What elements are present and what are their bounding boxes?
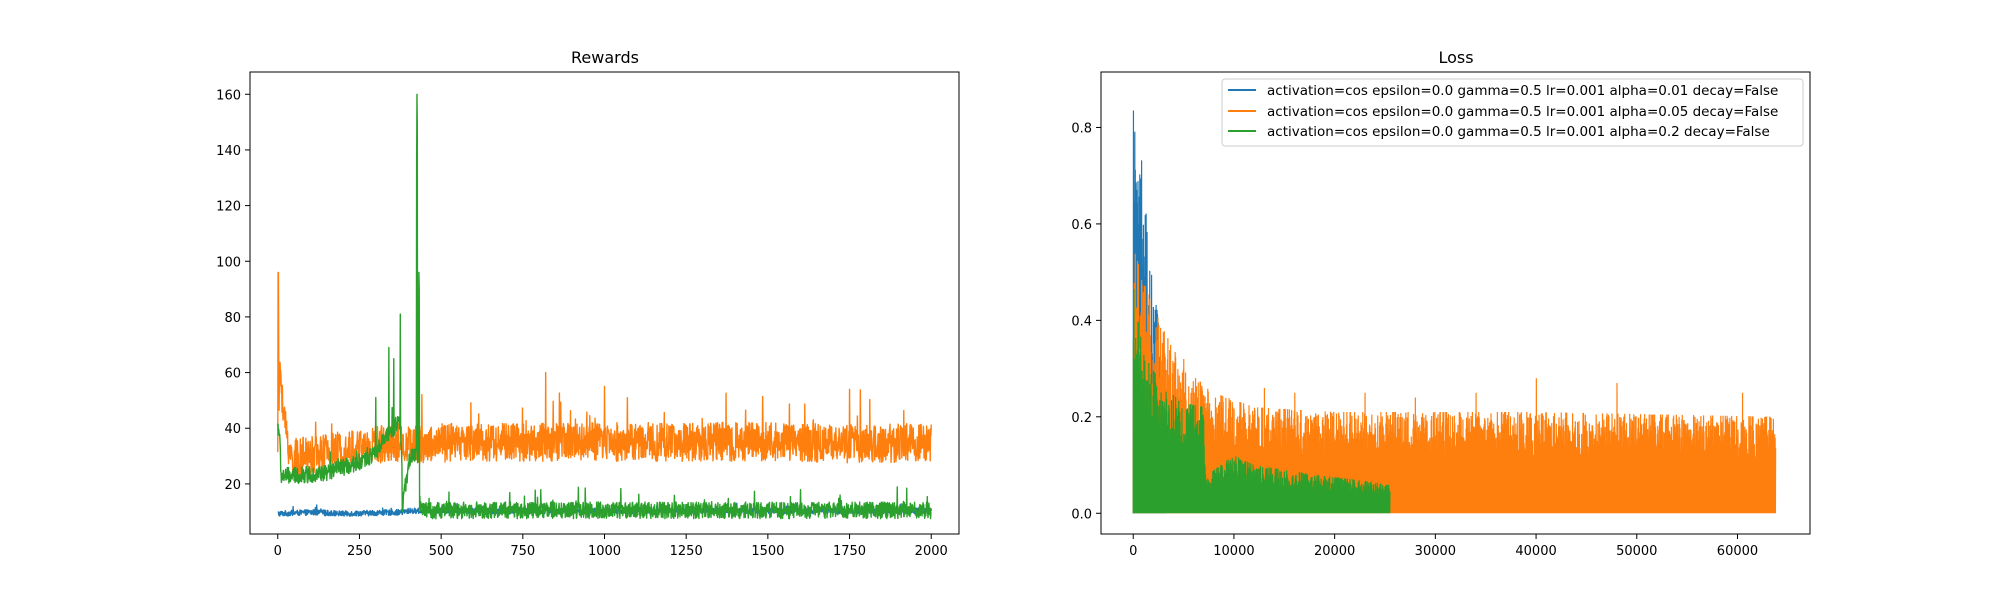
y-tick-label: 160: [216, 88, 241, 103]
y-tick-label: 0.6: [1071, 218, 1092, 233]
x-tick-label: 60000: [1717, 544, 1758, 559]
x-tick-label: 10000: [1213, 544, 1254, 559]
legend-label-alpha-0-2: activation=cos epsilon=0.0 gamma=0.5 lr=…: [1267, 124, 1770, 140]
y-tick-label: 100: [216, 255, 241, 270]
y-tick-label: 0.4: [1071, 314, 1092, 329]
rewards-series-green: [277, 93, 932, 520]
loss-y-axis: 0.0 0.2 0.4 0.6 0.8: [1071, 121, 1101, 522]
rewards-y-axis: 20 40 60 80 100 120 140 160: [216, 88, 250, 493]
legend-box: [1221, 78, 1804, 147]
y-tick-label: 20: [224, 478, 241, 493]
y-tick-label: 60: [224, 367, 241, 382]
rewards-chart: Rewards 0 250 500 750 1000 1250 1500 1750 2000 2…: [216, 48, 960, 559]
loss-x-axis: 0 10000 20000 30000 40000 50000 60000: [1129, 534, 1758, 559]
x-tick-label: 0: [274, 544, 282, 559]
loss-series-alpha-0-2: [1132, 288, 1391, 514]
x-tick-label: 250: [347, 544, 372, 559]
rewards-series-orange: [277, 271, 932, 477]
x-tick-label: 20000: [1314, 544, 1355, 559]
loss-legend: activation=cos epsilon=0.0 gamma=0.5 lr=…: [1221, 78, 1804, 147]
x-tick-label: 0: [1129, 544, 1137, 559]
rewards-title: Rewards: [571, 48, 639, 67]
x-tick-label: 30000: [1415, 544, 1456, 559]
y-tick-label: 80: [224, 311, 241, 326]
y-tick-label: 120: [216, 200, 241, 215]
x-tick-label: 750: [510, 544, 535, 559]
x-tick-label: 1250: [670, 544, 703, 559]
y-tick-label: 0.2: [1071, 411, 1092, 426]
x-tick-label: 2000: [915, 544, 948, 559]
legend-label-alpha-0-01: activation=cos epsilon=0.0 gamma=0.5 lr=…: [1267, 83, 1778, 99]
rewards-plot-area: [277, 93, 932, 520]
x-tick-label: 50000: [1616, 544, 1657, 559]
x-tick-label: 1750: [833, 544, 866, 559]
loss-axes-frame: [1100, 71, 1811, 535]
y-tick-label: 140: [216, 144, 241, 159]
x-tick-label: 500: [429, 544, 454, 559]
loss-plot-area: [1132, 110, 1777, 514]
loss-chart: Loss 0 10000 20000 30000 40000 50000 60000 0.0…: [1071, 48, 1811, 559]
y-tick-label: 0.0: [1071, 507, 1092, 522]
x-tick-label: 1000: [588, 544, 621, 559]
x-tick-label: 1500: [751, 544, 784, 559]
legend-label-alpha-0-05: activation=cos epsilon=0.0 gamma=0.5 lr=…: [1267, 104, 1778, 120]
loss-title: Loss: [1438, 48, 1473, 67]
y-tick-label: 40: [224, 422, 241, 437]
rewards-x-axis: 0 250 500 750 1000 1250 1500 1750 2000: [274, 534, 948, 559]
x-tick-label: 40000: [1515, 544, 1556, 559]
y-tick-label: 0.8: [1071, 121, 1092, 136]
